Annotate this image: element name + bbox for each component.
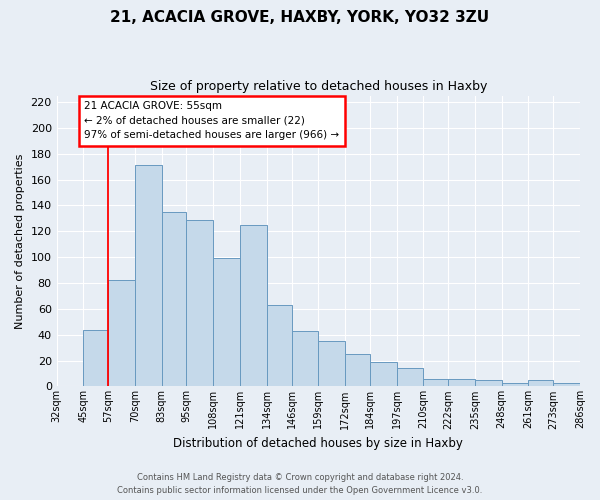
Y-axis label: Number of detached properties: Number of detached properties: [15, 154, 25, 328]
Bar: [424, 378, 448, 386]
X-axis label: Distribution of detached houses by size in Haxby: Distribution of detached houses by size …: [173, 437, 463, 450]
Bar: [448, 378, 475, 386]
Bar: [345, 354, 370, 386]
Bar: [292, 331, 319, 386]
Bar: [162, 212, 187, 386]
Text: 21, ACACIA GROVE, HAXBY, YORK, YO32 3ZU: 21, ACACIA GROVE, HAXBY, YORK, YO32 3ZU: [110, 10, 490, 25]
Bar: [135, 166, 162, 386]
Bar: [108, 280, 135, 386]
Bar: [370, 362, 397, 386]
Bar: [319, 341, 345, 386]
Bar: [553, 382, 580, 386]
Bar: [83, 330, 108, 386]
Bar: [475, 380, 502, 386]
Bar: [529, 380, 553, 386]
Text: Contains HM Land Registry data © Crown copyright and database right 2024.
Contai: Contains HM Land Registry data © Crown c…: [118, 474, 482, 495]
Bar: [240, 225, 267, 386]
Bar: [397, 368, 424, 386]
Bar: [213, 258, 240, 386]
Text: 21 ACACIA GROVE: 55sqm
← 2% of detached houses are smaller (22)
97% of semi-deta: 21 ACACIA GROVE: 55sqm ← 2% of detached …: [85, 100, 340, 140]
Bar: [502, 382, 529, 386]
Bar: [267, 305, 292, 386]
Title: Size of property relative to detached houses in Haxby: Size of property relative to detached ho…: [149, 80, 487, 93]
Bar: [187, 220, 213, 386]
